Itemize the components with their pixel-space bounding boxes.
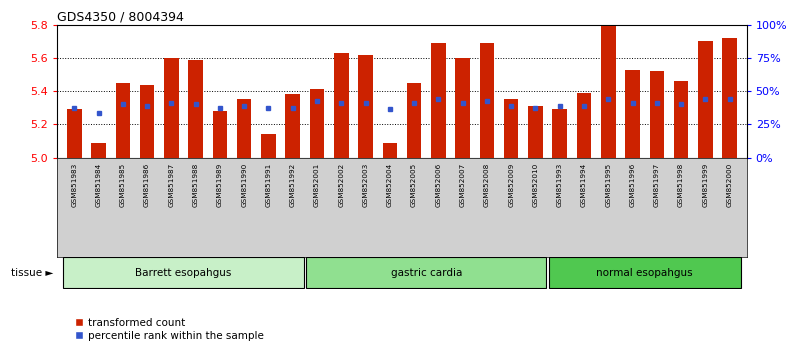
Bar [140, 85, 154, 158]
Bar [504, 99, 518, 158]
Text: GSM851996: GSM851996 [630, 162, 635, 207]
Bar [650, 71, 664, 158]
Bar [383, 143, 397, 158]
Text: GSM851994: GSM851994 [581, 162, 587, 207]
Text: GSM851983: GSM851983 [72, 162, 77, 207]
Bar [306, 257, 546, 288]
Bar [626, 70, 640, 158]
Text: GSM852009: GSM852009 [508, 162, 514, 207]
Text: GSM851988: GSM851988 [193, 162, 199, 207]
Text: GSM852003: GSM852003 [362, 162, 369, 207]
Text: tissue ►: tissue ► [11, 268, 53, 278]
Text: GSM852000: GSM852000 [727, 162, 732, 207]
Text: GSM852001: GSM852001 [314, 162, 320, 207]
Bar [64, 257, 304, 288]
Bar [407, 83, 421, 158]
Text: GSM852002: GSM852002 [338, 162, 345, 207]
Bar [237, 99, 252, 158]
Text: GSM852006: GSM852006 [435, 162, 442, 207]
Text: GSM851992: GSM851992 [290, 162, 296, 207]
Bar [261, 134, 275, 158]
Bar [548, 257, 740, 288]
Text: GSM852005: GSM852005 [411, 162, 417, 207]
Bar [164, 58, 178, 158]
Bar [723, 38, 737, 158]
Bar [529, 106, 543, 158]
Text: GDS4350 / 8004394: GDS4350 / 8004394 [57, 11, 184, 24]
Text: GSM851993: GSM851993 [556, 162, 563, 207]
Legend: transformed count, percentile rank within the sample: transformed count, percentile rank withi… [71, 314, 268, 345]
Text: GSM851989: GSM851989 [217, 162, 223, 207]
Text: GSM851986: GSM851986 [144, 162, 150, 207]
Text: GSM851997: GSM851997 [654, 162, 660, 207]
Text: GSM851985: GSM851985 [120, 162, 126, 207]
Bar [431, 43, 446, 158]
Text: GSM851995: GSM851995 [605, 162, 611, 207]
Text: GSM851998: GSM851998 [678, 162, 684, 207]
Bar [92, 143, 106, 158]
Text: gastric cardia: gastric cardia [391, 268, 462, 278]
Text: GSM851999: GSM851999 [702, 162, 708, 207]
Bar [674, 81, 689, 158]
Bar [189, 59, 203, 158]
Bar [213, 111, 227, 158]
Bar [698, 41, 712, 158]
Bar [455, 58, 470, 158]
Text: GSM852010: GSM852010 [533, 162, 538, 207]
Bar [115, 83, 130, 158]
Text: GSM851984: GSM851984 [96, 162, 102, 207]
Bar [67, 109, 81, 158]
Text: GSM851991: GSM851991 [266, 162, 271, 207]
Bar [552, 109, 567, 158]
Bar [286, 95, 300, 158]
Text: GSM851987: GSM851987 [169, 162, 174, 207]
Bar [310, 90, 324, 158]
Text: Barrett esopahgus: Barrett esopahgus [135, 268, 232, 278]
Text: GSM852008: GSM852008 [484, 162, 490, 207]
Bar [601, 27, 615, 158]
Bar [577, 93, 591, 158]
Text: GSM852004: GSM852004 [387, 162, 393, 207]
Text: GSM852007: GSM852007 [459, 162, 466, 207]
Bar [480, 43, 494, 158]
Text: GSM851990: GSM851990 [241, 162, 248, 207]
Bar [358, 55, 373, 158]
Bar [334, 53, 349, 158]
Text: normal esopahgus: normal esopahgus [596, 268, 693, 278]
